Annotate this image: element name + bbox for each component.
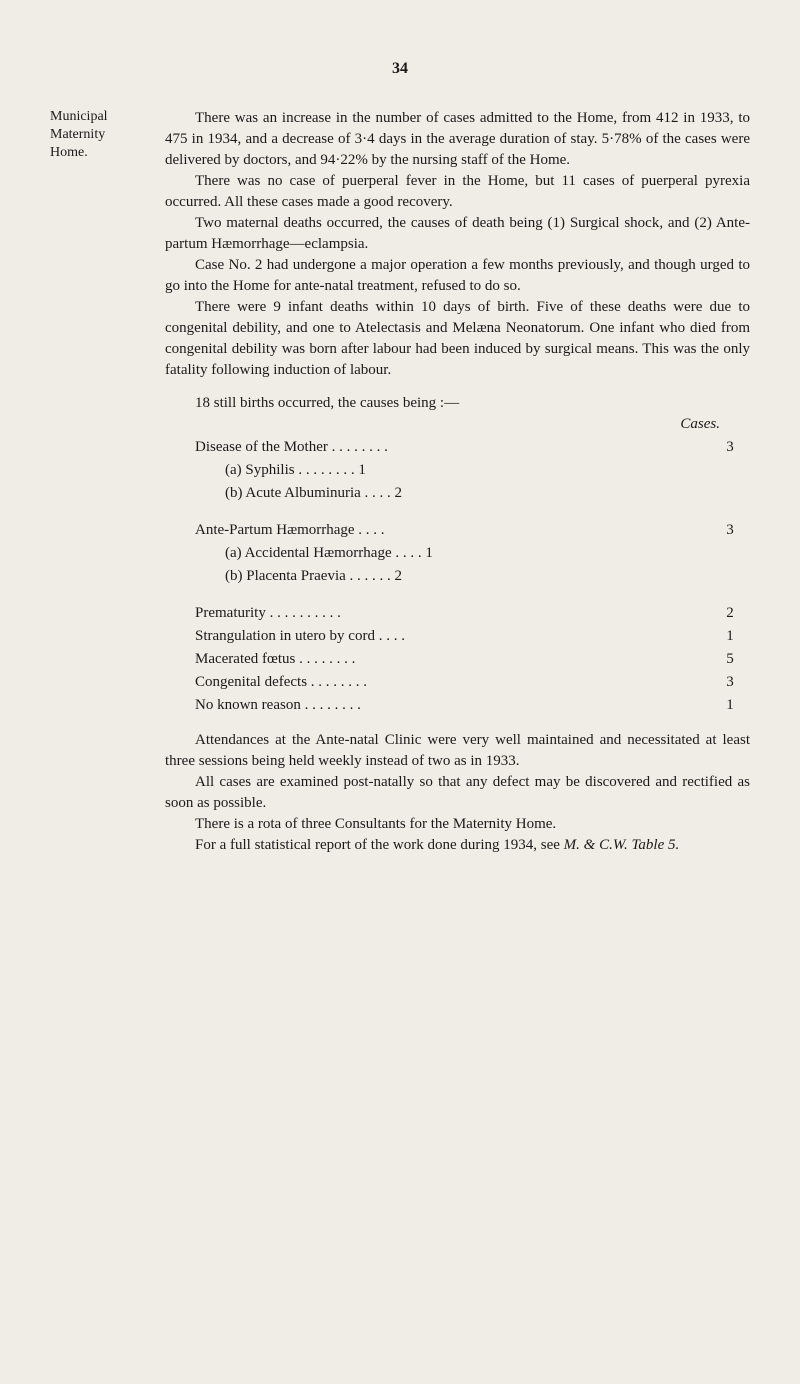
- paragraph: There were 9 infant deaths within 10 day…: [165, 297, 750, 381]
- row-label: (b) Acute Albuminuria . . . . 2: [225, 483, 710, 504]
- margin-note-line: Home.: [50, 144, 150, 162]
- paragraph: There was no case of puerperal fever in …: [165, 171, 750, 213]
- table-row: (b) Placenta Praevia . . . . . . 2: [225, 566, 750, 587]
- row-value: 5: [710, 649, 750, 670]
- row-value: [710, 483, 750, 504]
- row-value: 2: [710, 603, 750, 624]
- content-wrapper: Municipal Maternity Home. There was an i…: [50, 108, 750, 856]
- row-label: (a) Syphilis . . . . . . . . 1: [225, 460, 710, 481]
- row-label: (a) Accidental Hæmorrhage . . . . 1: [225, 543, 710, 564]
- row-label: (b) Placenta Praevia . . . . . . 2: [225, 566, 710, 587]
- row-value: 1: [710, 626, 750, 647]
- spacer: [195, 589, 750, 601]
- paragraph: There was an increase in the number of c…: [165, 108, 750, 171]
- causes-table: Cases. Disease of the Mother . . . . . .…: [195, 414, 750, 716]
- page-number: 34: [50, 60, 750, 78]
- row-label: Ante-Partum Hæmorrhage . . . .: [195, 520, 710, 541]
- table-row: Congenital defects . . . . . . . . 3: [195, 672, 750, 693]
- table-row: Ante-Partum Hæmorrhage . . . . 3: [195, 520, 750, 541]
- paragraph: All cases are examined post-natally so t…: [165, 772, 750, 814]
- table-row: Macerated fœtus . . . . . . . . 5: [195, 649, 750, 670]
- spacer: [165, 381, 750, 393]
- margin-note: Municipal Maternity Home.: [50, 108, 165, 163]
- table-row: Prematurity . . . . . . . . . . 2: [195, 603, 750, 624]
- spacer: [195, 506, 750, 518]
- table-row: (a) Accidental Hæmorrhage . . . . 1: [225, 543, 750, 564]
- paragraph: Case No. 2 had undergone a major operati…: [165, 255, 750, 297]
- table-row: Disease of the Mother . . . . . . . . 3: [195, 437, 750, 458]
- document-page: 34 Municipal Maternity Home. There was a…: [0, 0, 800, 916]
- row-label: Congenital defects . . . . . . . .: [195, 672, 710, 693]
- margin-note-line: Maternity: [50, 126, 150, 144]
- margin-note-line: Municipal: [50, 108, 150, 126]
- paragraph: There is a rota of three Consultants for…: [165, 814, 750, 835]
- paragraph: For a full statistical report of the wor…: [165, 835, 750, 856]
- row-value: [710, 460, 750, 481]
- paragraph: Two maternal deaths occurred, the causes…: [165, 213, 750, 255]
- row-label: Strangulation in utero by cord . . . .: [195, 626, 710, 647]
- cases-header: Cases.: [195, 414, 750, 435]
- paragraph: Attendances at the Ante-natal Clinic wer…: [165, 730, 750, 772]
- table-row: (b) Acute Albuminuria . . . . 2: [225, 483, 750, 504]
- table-row: (a) Syphilis . . . . . . . . 1: [225, 460, 750, 481]
- paragraph-text: For a full statistical report of the wor…: [195, 837, 564, 853]
- row-value: [710, 543, 750, 564]
- row-value: [710, 566, 750, 587]
- paragraph: 18 still births occurred, the causes bei…: [165, 393, 750, 414]
- table-row: Strangulation in utero by cord . . . . 1: [195, 626, 750, 647]
- row-value: 1: [710, 695, 750, 716]
- row-label: Disease of the Mother . . . . . . . .: [195, 437, 710, 458]
- spacer: [165, 718, 750, 730]
- row-value: 3: [710, 437, 750, 458]
- row-label: Prematurity . . . . . . . . . .: [195, 603, 710, 624]
- row-value: 3: [710, 672, 750, 693]
- table-row: No known reason . . . . . . . . 1: [195, 695, 750, 716]
- citation-italic: M. & C.W. Table 5.: [564, 837, 680, 853]
- row-value: 3: [710, 520, 750, 541]
- main-text: There was an increase in the number of c…: [165, 108, 750, 856]
- row-label: Macerated fœtus . . . . . . . .: [195, 649, 710, 670]
- row-label: No known reason . . . . . . . .: [195, 695, 710, 716]
